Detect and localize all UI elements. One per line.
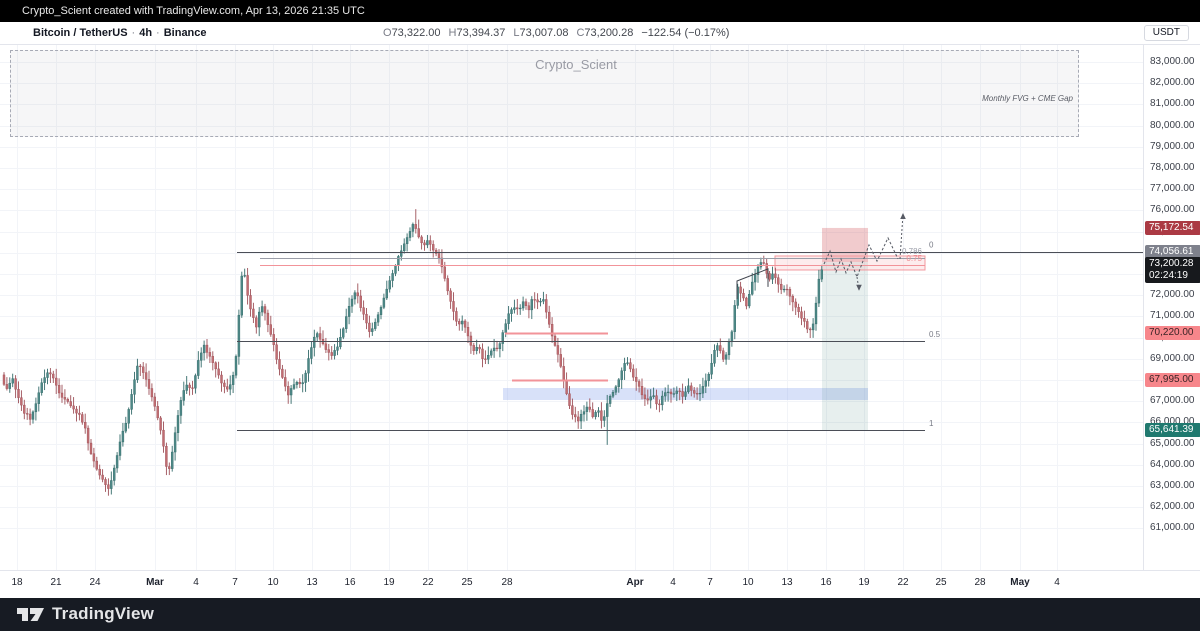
price-tick-label: 81,000.00 — [1150, 98, 1195, 110]
time-tick-label: 13 — [781, 577, 793, 588]
chart-watermark: Crypto_Scient — [535, 57, 617, 72]
time-tick-label: 18 — [11, 577, 23, 588]
candles — [2, 209, 823, 496]
price-tick-label: 67,000.00 — [1150, 395, 1195, 407]
time-tick-label: 24 — [89, 577, 101, 588]
time-tick-label: 13 — [306, 577, 318, 588]
separator-dot: · — [156, 27, 160, 39]
fib-1-label: 1 — [929, 419, 934, 428]
time-tick-label: 4 — [1054, 577, 1060, 588]
low-value: 73,007.08 — [519, 27, 569, 39]
time-tick-label: 7 — [232, 577, 238, 588]
time-tick-label: 16 — [820, 577, 832, 588]
time-tick-label: 16 — [344, 577, 356, 588]
price-level-badge: 67,995.00 — [1145, 373, 1200, 388]
open-label: O — [383, 27, 392, 39]
price-tick-label: 66,000.00 — [1150, 416, 1195, 428]
time-tick-label: 21 — [50, 577, 62, 588]
price-tick-label: 72,000.00 — [1150, 289, 1195, 301]
ohlc-values: O73,322.00 H73,394.37 L73,007.08 C73,200… — [383, 22, 729, 44]
price-tick-label: 65,000.00 — [1150, 437, 1195, 449]
time-tick-label: 10 — [742, 577, 754, 588]
price-tick-label: 79,000.00 — [1150, 140, 1195, 152]
symbol-name: Bitcoin / TetherUS — [33, 27, 128, 39]
projection-zigzag-drawing[interactable] — [823, 236, 899, 279]
close-label: C — [576, 27, 585, 39]
price-tick-label: 63,000.00 — [1150, 480, 1195, 491]
price-level-badge: 74,056.61 — [1145, 244, 1200, 259]
time-tick-label: 4 — [193, 577, 199, 588]
open-value: 73,322.00 — [391, 27, 441, 39]
time-tick-label: 28 — [974, 577, 986, 588]
price-level-badge: 75,172.54 — [1145, 220, 1200, 235]
chart-header: Bitcoin / TetherUS · 4h · Binance O73,322.00… — [0, 22, 1200, 45]
supply-zone-pink[interactable] — [774, 255, 926, 271]
time-tick-label: 19 — [383, 577, 395, 588]
time-tick-label: Mar — [146, 577, 164, 588]
time-tick-label: 25 — [935, 577, 947, 588]
time-tick-label: 22 — [897, 577, 909, 588]
price-tick-label: 78,000.00 — [1150, 162, 1195, 173]
price-tick-label: 83,000.00 — [1150, 56, 1195, 67]
price-tick-label: 69,000.00 — [1150, 352, 1195, 364]
low-label: L — [513, 27, 520, 39]
price-tick-label: 71,000.00 — [1150, 310, 1195, 322]
high-value: 73,394.37 — [456, 27, 506, 39]
close-value: 73,200.28 — [584, 27, 634, 39]
time-axis[interactable]: 18 21 24 Mar 4 7 10 13 16 19 22 25 28 Apr 4 7 10 13 16 19 22… — [0, 570, 1200, 598]
change-value: −122.54 (−0.17%) — [641, 27, 730, 39]
last-price-badge: 73,200.28 02:24:19 — [1145, 256, 1200, 283]
price-tick-label: 80,000.00 — [1150, 119, 1195, 131]
projection-arrow-down-head — [856, 284, 862, 291]
time-tick-label: May — [1010, 577, 1030, 588]
price-axis[interactable]: 61,000.00 62,000.00 63,000.00 64,000.00 65,0… — [1143, 45, 1200, 570]
time-tick-label: 4 — [670, 577, 676, 588]
projection-arrow-up[interactable] — [899, 213, 904, 259]
trend-channel-drawing[interactable] — [736, 268, 769, 300]
time-tick-label: 25 — [461, 577, 473, 588]
fvg-zone-label: Monthly FVG + CME Gap — [982, 94, 1073, 103]
time-tick-label: 10 — [267, 577, 279, 588]
price-tick-label: 62,000.00 — [1150, 501, 1195, 513]
projection-arrow-up-head — [900, 213, 906, 220]
target-zone-teal[interactable] — [822, 262, 868, 431]
fib-0.5-label: 0.5 — [929, 330, 941, 339]
publish-info-bar: Crypto_Scient created with TradingView.c… — [0, 0, 1200, 22]
price-tick-label: 76,000.00 — [1150, 204, 1195, 216]
time-tick-label: Apr — [626, 577, 644, 588]
fib-0.786-label: 0.786 — [902, 247, 923, 256]
time-tick-label: 19 — [858, 577, 870, 588]
branding-bar: TradingView — [0, 597, 1200, 631]
time-tick-label: 28 — [501, 577, 513, 588]
interval-label: 4h — [139, 27, 153, 39]
time-tick-label: 7 — [707, 577, 713, 588]
exchange-label: Binance — [163, 27, 207, 39]
price-level-badge: 70,220.00 — [1145, 325, 1200, 340]
high-label: H — [448, 27, 457, 39]
currency-toggle-usdt[interactable]: USDT — [1143, 25, 1189, 41]
price-tick-label: 77,000.00 — [1150, 183, 1195, 195]
fvg-zone-box[interactable]: Monthly FVG + CME Gap — [10, 50, 1079, 137]
tradingview-logo-icon[interactable] — [17, 604, 44, 624]
publish-info-text: Crypto_Scient created with TradingView.c… — [22, 5, 365, 17]
bar-countdown: 02:24:19 — [1149, 269, 1188, 281]
price-level-badge: 65,641.39 — [1145, 423, 1200, 437]
grid — [0, 45, 1143, 570]
tradingview-logo-text[interactable]: TradingView — [52, 604, 155, 623]
price-tick-label: 82,000.00 — [1150, 77, 1195, 89]
chart-area: 0 0.5 1 0.786 0.75 Monthly FVG + CME Gap Cry… — [0, 45, 1200, 598]
separator-dot: · — [131, 27, 136, 39]
price-tick-label: 64,000.00 — [1150, 458, 1195, 470]
price-tick-label: 61,000.00 — [1150, 522, 1195, 534]
fib-0.75-label: 0.75 — [906, 254, 922, 263]
fib-0-label: 0 — [929, 241, 934, 250]
time-tick-label: 22 — [422, 577, 434, 588]
symbol-title[interactable]: Bitcoin / TetherUS · 4h · Binance — [33, 22, 207, 44]
